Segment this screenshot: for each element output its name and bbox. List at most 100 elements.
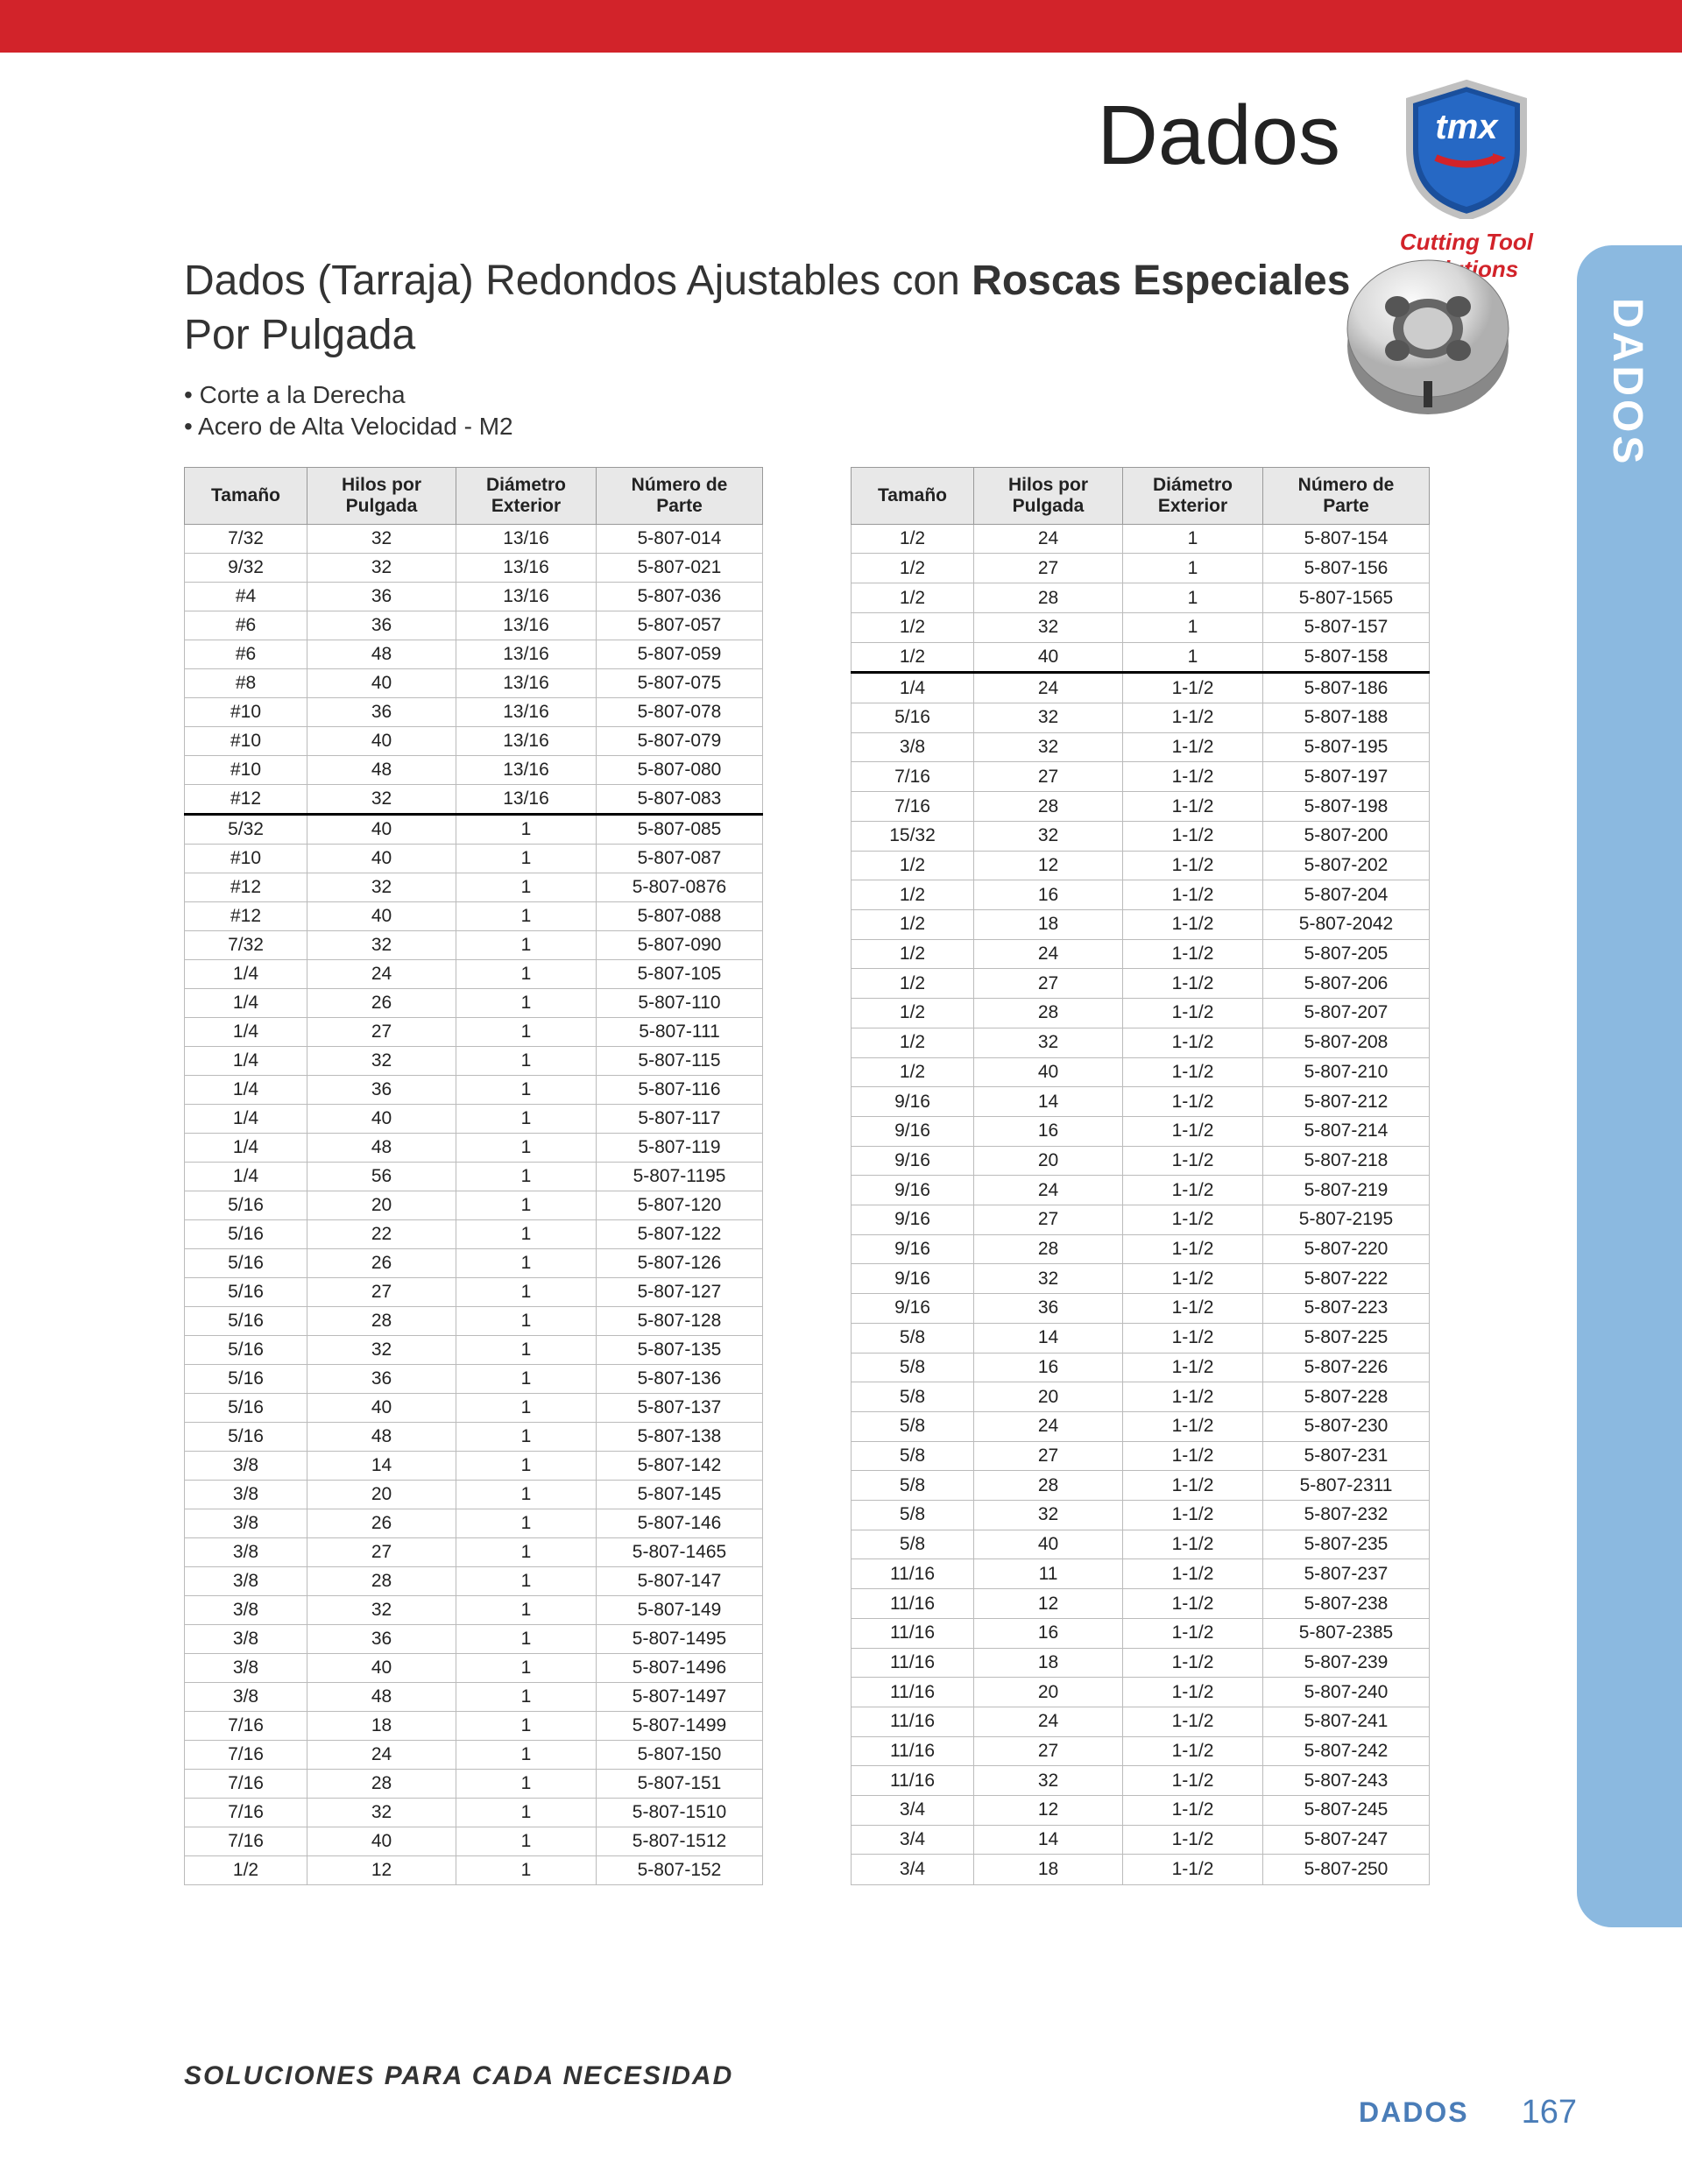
table-cell: 12 [974, 1796, 1123, 1826]
table-row: 3/82015-807-145 [185, 1480, 763, 1509]
table-cell: 1 [456, 1046, 597, 1075]
table-cell: 5-807-137 [597, 1393, 763, 1422]
table-cell: 5-807-1512 [597, 1827, 763, 1855]
table-cell: 5-807-223 [1263, 1294, 1430, 1324]
table-cell: 5-807-186 [1263, 673, 1430, 703]
table-cell: 14 [974, 1825, 1123, 1855]
table-row: 3/8321-1/25-807-195 [852, 732, 1430, 762]
table-cell: 1 [456, 1451, 597, 1480]
table-cell: 13/16 [456, 524, 597, 553]
table-cell: 1-1/2 [1123, 1323, 1263, 1353]
table-cell: 7/16 [852, 792, 974, 822]
table-row: 1/43215-807-115 [185, 1046, 763, 1075]
table-cell: 36 [307, 1364, 456, 1393]
table-cell: 1 [456, 901, 597, 930]
table-row: 1/44815-807-119 [185, 1133, 763, 1162]
table-cell: 5-807-2311 [1263, 1471, 1430, 1501]
table-row: 11/16161-1/25-807-2385 [852, 1618, 1430, 1648]
table-row: #84013/165-807-075 [185, 668, 763, 697]
table-row: 1/24015-807-158 [852, 642, 1430, 673]
table-row: 1/45615-807-1195 [185, 1162, 763, 1191]
table-cell: 32 [307, 1046, 456, 1075]
subtitle-line2: Por Pulgada [184, 312, 415, 358]
table-row: 3/83215-807-149 [185, 1595, 763, 1624]
table-cell: 1-1/2 [1123, 1648, 1263, 1678]
table-row: 7/323215-807-090 [185, 930, 763, 959]
table-cell: 1/4 [185, 1017, 307, 1046]
table-cell: 1-1/2 [1123, 1766, 1263, 1796]
table-row: 5/8201-1/25-807-228 [852, 1382, 1430, 1412]
tmx-logo-icon: tmx [1401, 79, 1532, 219]
table-cell: 5-807-021 [597, 553, 763, 582]
table-row: 5/164815-807-138 [185, 1422, 763, 1451]
table-cell: 1-1/2 [1123, 1441, 1263, 1471]
table-cell: 1/2 [185, 1855, 307, 1884]
table-cell: 5/8 [852, 1353, 974, 1382]
th-diametro: Diámetro Exterior [456, 467, 597, 524]
table-row: 15/32321-1/25-807-200 [852, 821, 1430, 851]
table-cell: 5-807-085 [597, 814, 763, 844]
table-cell: 1-1/2 [1123, 1205, 1263, 1235]
table-row: 11/16121-1/25-807-238 [852, 1589, 1430, 1619]
table-cell: 27 [307, 1277, 456, 1306]
table-cell: 5-807-2042 [1263, 909, 1430, 939]
table-cell: 32 [974, 1766, 1123, 1796]
table-cell: 5-807-158 [1263, 642, 1430, 673]
footer-section: DADOS [1359, 2096, 1469, 2129]
red-header-bar [0, 0, 1682, 53]
table-cell: 5-807-1495 [597, 1624, 763, 1653]
table-cell: 5-807-206 [1263, 969, 1430, 999]
table-cell: 11/16 [852, 1648, 974, 1678]
table-cell: 1 [456, 1306, 597, 1335]
table-cell: 32 [974, 612, 1123, 642]
table-cell: 1-1/2 [1123, 1294, 1263, 1324]
page-title: Dados [1098, 88, 1341, 184]
table-row: 1/2271-1/25-807-206 [852, 969, 1430, 999]
table-cell: 5-807-135 [597, 1335, 763, 1364]
table-cell: 1 [456, 844, 597, 873]
table-cell: 1-1/2 [1123, 1087, 1263, 1117]
table-cell: #10 [185, 755, 307, 784]
table-cell: 1 [456, 814, 597, 844]
spec-table-right: Tamaño Hilos por Pulgada Diámetro Exteri… [851, 467, 1430, 1885]
table-row: 1/44015-807-117 [185, 1104, 763, 1133]
table-cell: 1/2 [852, 969, 974, 999]
table-cell: 20 [307, 1480, 456, 1509]
table-cell: 14 [974, 1323, 1123, 1353]
table-cell: 5-807-083 [597, 784, 763, 814]
th-parte: Número de Parte [1263, 467, 1430, 524]
table-cell: 5-807-156 [1263, 554, 1430, 583]
table-row: 7/162415-807-150 [185, 1740, 763, 1769]
table-row: 11/16181-1/25-807-239 [852, 1648, 1430, 1678]
subtitle-bold: Roscas Especiales [972, 258, 1350, 304]
table-cell: 1/2 [852, 524, 974, 554]
table-cell: 32 [974, 732, 1123, 762]
table-cell: 28 [307, 1769, 456, 1798]
table-cell: 5/8 [852, 1411, 974, 1441]
table-cell: 1-1/2 [1123, 1707, 1263, 1736]
table-cell: #6 [185, 640, 307, 668]
table-row: #123215-807-0876 [185, 873, 763, 901]
table-cell: 1-1/2 [1123, 1028, 1263, 1057]
table-cell: 5-807-146 [597, 1509, 763, 1537]
table-cell: 5-807-214 [1263, 1116, 1430, 1146]
table-row: #103613/165-807-078 [185, 697, 763, 726]
table-cell: 1 [456, 1393, 597, 1422]
table-cell: 56 [307, 1162, 456, 1191]
th-diametro: Diámetro Exterior [1123, 467, 1263, 524]
table-cell: 11 [974, 1559, 1123, 1589]
table-cell: 40 [974, 642, 1123, 673]
table-row: 11/16201-1/25-807-240 [852, 1678, 1430, 1707]
table-cell: 7/32 [185, 524, 307, 553]
table-cell: 3/8 [185, 1682, 307, 1711]
table-cell: 5-807-120 [597, 1191, 763, 1219]
subtitle-plain: Dados (Tarraja) Redondos Ajustables con [184, 258, 972, 304]
table-cell: 5-807-127 [597, 1277, 763, 1306]
table-cell: 7/16 [185, 1769, 307, 1798]
table-cell: 5-807-245 [1263, 1796, 1430, 1826]
table-cell: 5-807-1497 [597, 1682, 763, 1711]
table-cell: 5-807-080 [597, 755, 763, 784]
table-cell: 5-807-250 [1263, 1855, 1430, 1884]
table-row: 3/4141-1/25-807-247 [852, 1825, 1430, 1855]
svg-text:tmx: tmx [1435, 108, 1499, 146]
